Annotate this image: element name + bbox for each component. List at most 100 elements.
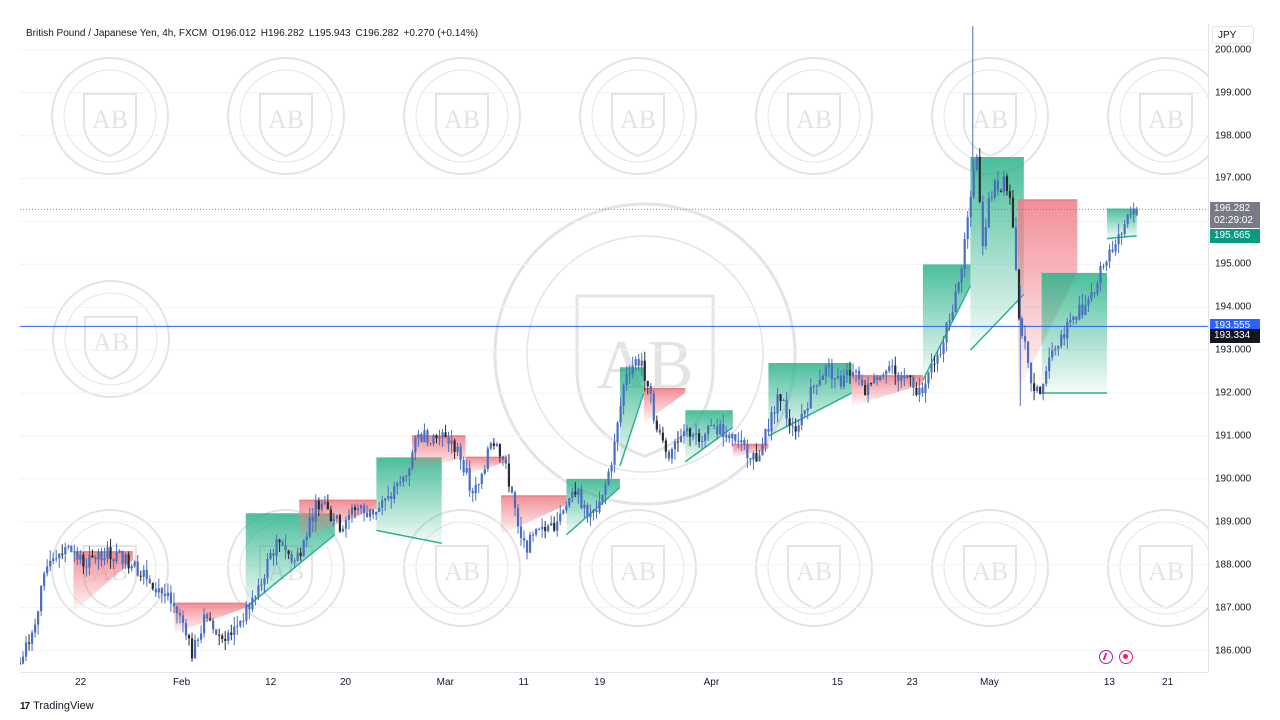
- candle: [151, 582, 154, 591]
- candle: [779, 393, 782, 411]
- time-tick-label: 13: [1103, 677, 1115, 688]
- countdown-tag: 02:29:02: [1210, 214, 1260, 229]
- record-icon[interactable]: [1119, 650, 1133, 664]
- candle: [175, 605, 179, 624]
- candle: [800, 404, 803, 431]
- candle: [679, 428, 683, 443]
- candle: [1105, 260, 1108, 272]
- candle: [33, 618, 37, 638]
- legend-open: O196.012: [212, 28, 256, 39]
- chart-pane[interactable]: ABABABABABABABABABABABABABABABAB: [20, 24, 1208, 672]
- candle: [1102, 263, 1105, 270]
- candle: [91, 549, 94, 558]
- candle: [311, 507, 314, 533]
- candle: [1023, 325, 1027, 350]
- candle: [622, 383, 625, 415]
- candle: [423, 423, 426, 443]
- candle: [767, 418, 770, 436]
- candle: [782, 398, 785, 402]
- red-band-6: [465, 457, 508, 475]
- legend-symbol[interactable]: British Pound / Japanese Yen, 4h, FXCM: [26, 28, 208, 39]
- candle: [565, 501, 568, 514]
- candle: [196, 637, 200, 647]
- candle: [375, 511, 378, 520]
- candle: [631, 356, 634, 379]
- tradingview-logo[interactable]: 17 TradingView: [20, 700, 94, 712]
- candle: [1069, 312, 1072, 327]
- candle: [737, 432, 740, 449]
- svg-text:AB: AB: [620, 105, 656, 134]
- candle: [818, 369, 821, 387]
- red-band-14: [851, 375, 923, 406]
- candle: [643, 351, 646, 392]
- candle: [163, 583, 166, 604]
- candle: [1042, 383, 1045, 401]
- candle: [797, 419, 800, 438]
- watermark-badge: AB: [403, 57, 521, 175]
- svg-text:AB: AB: [620, 557, 656, 586]
- candle: [854, 368, 858, 383]
- candle: [640, 352, 643, 376]
- candle: [701, 435, 704, 449]
- svg-text:AB: AB: [1148, 105, 1184, 134]
- candle: [685, 424, 689, 437]
- candle: [115, 543, 118, 564]
- price-axis[interactable]: 186.000 187.000 188.000 189.000 190.000 191.0…: [1208, 24, 1261, 672]
- candle: [55, 549, 58, 563]
- green-band-edge-16: [969, 293, 1025, 351]
- candle: [43, 571, 46, 591]
- candle: [438, 429, 441, 446]
- red-band-5: [412, 435, 466, 471]
- candle: [519, 516, 523, 546]
- candle: [752, 451, 755, 470]
- candle: [199, 625, 203, 643]
- flash-icon[interactable]: [1099, 650, 1113, 664]
- currency-button[interactable]: JPY: [1212, 26, 1254, 44]
- watermark-logo: ABABABABABABABABABABABABABABABAB: [51, 57, 1208, 627]
- candle: [172, 592, 176, 614]
- candle: [338, 513, 342, 534]
- candle: [157, 578, 160, 599]
- candle: [531, 531, 535, 542]
- candle: [245, 601, 248, 625]
- candle: [347, 509, 351, 530]
- candle: [583, 500, 586, 518]
- chart-canvas[interactable]: ABABABABABABABABABABABABABABABAB: [20, 24, 1208, 672]
- candle: [547, 523, 550, 533]
- candle: [178, 608, 182, 624]
- candle: [341, 525, 345, 533]
- watermark-badge: AB: [1107, 509, 1208, 627]
- legend-low: L195.943: [308, 28, 351, 39]
- candle: [1002, 170, 1006, 196]
- candle: [1132, 202, 1135, 223]
- candle: [1048, 347, 1051, 379]
- candle: [474, 476, 477, 501]
- candle: [507, 453, 511, 493]
- candle: [335, 514, 339, 523]
- candles: [20, 148, 1138, 665]
- candle: [453, 438, 456, 460]
- candle: [1063, 325, 1066, 346]
- candle: [432, 433, 435, 447]
- candle: [329, 505, 332, 522]
- candle: [667, 449, 671, 462]
- time-axis[interactable]: 22 Feb 12 20 Mar 11 19 Apr 15 23 May 13 21: [20, 672, 1208, 693]
- candle: [1005, 173, 1009, 196]
- candle: [193, 634, 197, 659]
- candle: [308, 507, 311, 539]
- candle: [876, 374, 879, 386]
- candle: [139, 570, 142, 582]
- candle: [1066, 318, 1069, 349]
- candle: [230, 624, 233, 641]
- candle: [73, 544, 76, 563]
- candle: [577, 488, 580, 504]
- candle: [1014, 216, 1018, 272]
- candle: [154, 582, 157, 598]
- candle: [236, 615, 239, 636]
- candle: [100, 547, 103, 567]
- candle: [773, 405, 776, 425]
- time-tick-label: Feb: [172, 677, 191, 688]
- candle: [607, 468, 610, 487]
- candle: [948, 313, 951, 331]
- candle: [1090, 282, 1093, 303]
